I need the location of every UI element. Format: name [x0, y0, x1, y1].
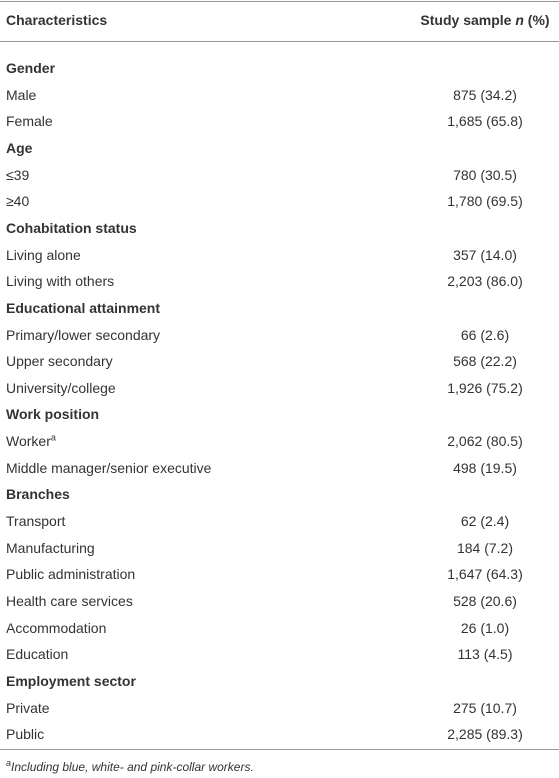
footnote-mark: a — [6, 758, 12, 768]
row-label: ≥40 — [6, 191, 29, 211]
row-label-text: ≤39 — [6, 166, 30, 183]
section-title: Branches — [6, 486, 70, 503]
row-value: 1,685 (65.8) — [447, 113, 523, 130]
top-rule — [0, 1, 559, 2]
row-value: 1,926 (75.2) — [447, 379, 523, 396]
footnote-text: Including blue, white- and pink-collar w… — [11, 760, 254, 774]
row-label-text: Accommodation — [6, 619, 107, 636]
row-label: ≤39 — [6, 165, 29, 185]
section-title: Work position — [6, 406, 100, 423]
row-label-text: Transport — [6, 513, 66, 530]
row-label: Education — [6, 644, 68, 664]
row-label-text: Public administration — [6, 566, 136, 583]
row-value: 357 (14.0) — [453, 246, 517, 263]
section-title: Age — [6, 139, 33, 156]
row-label: Middle manager/senior executive — [6, 458, 211, 478]
row-label: Upper secondary — [6, 351, 113, 371]
row-label: Primary/lower secondary — [6, 325, 160, 345]
row-label-text: University/college — [6, 379, 116, 396]
row-value: 113 (4.5) — [457, 646, 513, 663]
header-text: n — [515, 12, 524, 28]
section-title: Gender — [6, 60, 56, 76]
section-title: Employment sector — [6, 672, 136, 689]
row-label-text: Male — [6, 86, 37, 103]
row-value: 568 (22.2) — [453, 353, 517, 370]
row-value: 1,780 (69.5) — [447, 193, 523, 210]
row-label-text: Upper secondary — [6, 353, 113, 370]
row-value: 66 (2.6) — [460, 326, 510, 343]
row-value: 498 (19.5) — [453, 459, 517, 476]
row-value: 275 (10.7) — [453, 699, 517, 716]
footnote-mark: a — [50, 432, 56, 443]
row-label-text: Primary/lower secondary — [6, 326, 161, 343]
section-title: Cohabitation status — [6, 219, 137, 236]
row-label-text: Worker — [6, 433, 51, 450]
header-rule — [0, 41, 559, 42]
row-value: 1,647 (64.3) — [447, 566, 523, 583]
bottom-rule — [0, 749, 559, 750]
row-value: 184 (7.2) — [456, 539, 514, 556]
section-title: Educational attainment — [6, 299, 161, 316]
header-text: Study sample — [420, 12, 516, 28]
row-value: 2,203 (86.0) — [447, 273, 523, 290]
row-label-text: Female — [6, 113, 53, 130]
row-label: Accommodation — [6, 618, 106, 638]
row-label: Male — [6, 85, 36, 105]
row-label: Manufacturing — [6, 538, 95, 558]
row-label-text: ≥40 — [6, 193, 30, 210]
row-value: 62 (2.4) — [460, 513, 510, 530]
row-label: Health care services — [6, 591, 133, 611]
row-label: Female — [6, 111, 53, 131]
row-label: University/college — [6, 378, 116, 398]
row-label-text: Living with others — [6, 273, 115, 290]
row-label-text: Education — [6, 646, 69, 663]
row-value: 2,285 (89.3) — [447, 726, 523, 743]
row-value: 528 (20.6) — [453, 593, 517, 609]
footnote: aIncluding blue, white- and pink-collar … — [6, 758, 254, 776]
header-cell: Study sample n (%) — [410, 10, 559, 30]
row-label: Public administration — [6, 564, 135, 584]
row-label-text: Private — [6, 699, 50, 716]
row-label-text: Health care services — [6, 593, 133, 609]
row-label: Public — [6, 724, 44, 744]
row-label: Living with others — [6, 271, 114, 291]
row-value: 26 (1.0) — [460, 619, 510, 636]
row-value: 875 (34.2) — [453, 86, 517, 103]
row-value: 2,062 (80.5) — [447, 433, 523, 450]
header-cell: Characteristics — [6, 12, 108, 28]
row-label: Workera — [6, 431, 56, 451]
row-value: 780 (30.5) — [453, 166, 517, 183]
row-label-text: Public — [6, 726, 45, 743]
header-text: (%) — [523, 12, 550, 28]
row-label-text: Living alone — [6, 246, 81, 263]
row-label: Private — [6, 698, 50, 718]
row-label-text: Manufacturing — [6, 539, 95, 556]
row-label-text: Middle manager/senior executive — [6, 459, 212, 476]
row-label: Transport — [6, 511, 65, 531]
row-label: Living alone — [6, 245, 81, 265]
